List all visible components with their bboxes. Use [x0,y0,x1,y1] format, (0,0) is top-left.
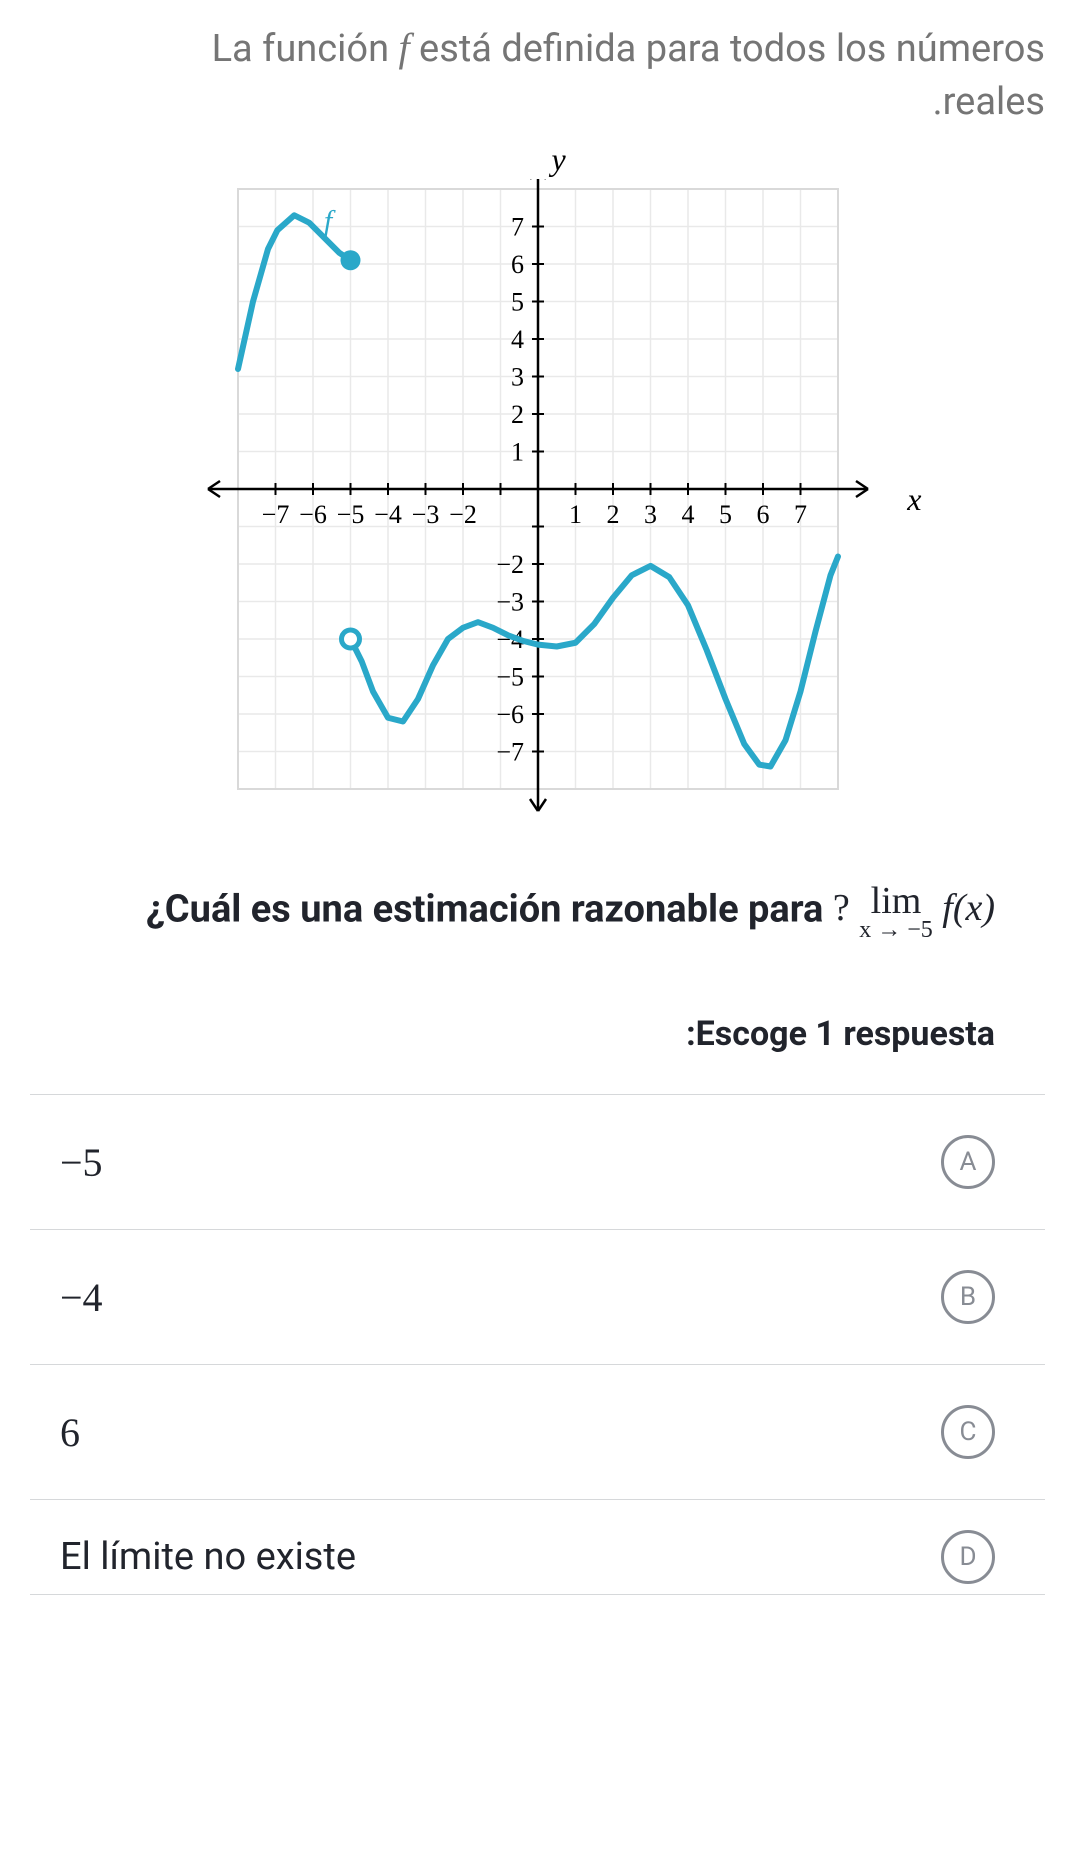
chart-area: y x −7−6−5−4−3−212345671234567−2−3−4−5−6… [30,179,1045,819]
lim-word: lim [871,880,922,922]
svg-text:−6: −6 [299,500,327,529]
answer-radio[interactable]: A [941,1135,995,1189]
svg-text:−7: −7 [496,738,524,767]
x-axis-label: x [907,481,921,518]
answer-radio[interactable]: B [941,1270,995,1324]
svg-text:7: 7 [511,213,524,242]
function-graph: −7−6−5−4−3−212345671234567−2−3−4−5−6−7f [188,179,888,819]
svg-text:5: 5 [719,500,732,529]
svg-text:6: 6 [511,250,524,279]
svg-text:1: 1 [511,438,524,467]
svg-text:5: 5 [511,288,524,317]
svg-text:2: 2 [606,500,619,529]
prompt-pre: La función [212,27,399,71]
svg-text:−7: −7 [261,500,289,529]
svg-text:f: f [323,205,335,238]
answer-label: El límite no existe [60,1535,356,1579]
answer-label: 6 [60,1409,80,1456]
problem-prompt: La función f está definida para todos lo… [30,20,1045,129]
svg-text:1: 1 [569,500,582,529]
answer-radio[interactable]: D [941,1530,995,1584]
answer-list: −5A−4B6CEl límite no existeD [30,1094,1045,1595]
question-text: ? limx → −5 f(x) Cuál es una estimación … [30,879,1045,944]
svg-text:3: 3 [511,363,524,392]
svg-text:7: 7 [794,500,807,529]
chart-container: y x −7−6−5−4−3−212345671234567−2−3−4−5−6… [188,179,888,819]
lim-block: limx → −5 [859,879,933,944]
svg-text:−3: −3 [411,500,439,529]
prompt-post: está definida para todos los números .re… [410,27,1045,124]
limit-expression: ? limx → −5 f(x) [833,879,995,944]
svg-text:6: 6 [756,500,769,529]
svg-text:−5: −5 [496,663,524,692]
svg-text:−2: −2 [449,500,477,529]
answer-label: −4 [60,1274,103,1321]
svg-text:−5: −5 [336,500,364,529]
svg-text:−3: −3 [496,588,524,617]
answer-choice[interactable]: −4 B [30,1229,1045,1364]
svg-text:4: 4 [681,500,694,529]
svg-text:−6: −6 [496,700,524,729]
svg-text:2: 2 [511,400,524,429]
answer-radio[interactable]: C [941,1405,995,1459]
answer-choice[interactable]: El límite no existe D [30,1499,1045,1595]
y-axis-label: y [552,141,566,178]
answer-label: −5 [60,1139,103,1186]
question-lead: ? [833,888,859,930]
choose-one-label: :Escoge 1 respuesta [30,1014,1045,1054]
lim-approach: x → −5 [859,917,933,944]
answer-choice[interactable]: 6C [30,1364,1045,1499]
svg-text:3: 3 [644,500,657,529]
svg-text:−4: −4 [374,500,402,529]
prompt-f: f [399,25,410,70]
fx-expr: f(x) [942,888,995,930]
svg-text:−2: −2 [496,550,524,579]
question-tail: Cuál es una estimación razonable para¿ [146,888,833,932]
svg-text:4: 4 [511,325,524,354]
answer-choice[interactable]: −5 A [30,1094,1045,1229]
